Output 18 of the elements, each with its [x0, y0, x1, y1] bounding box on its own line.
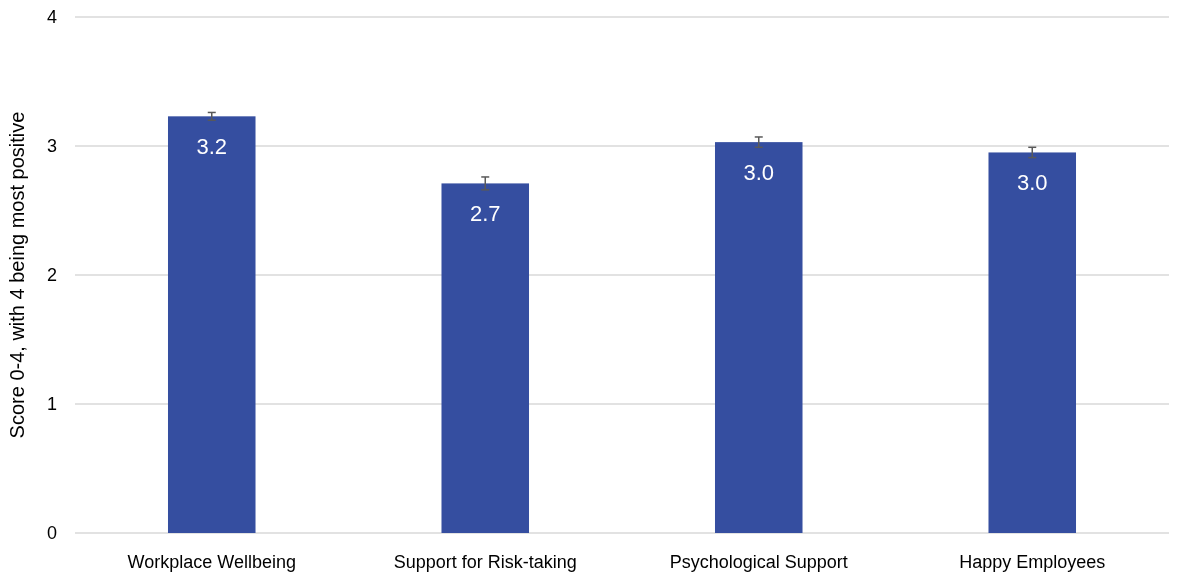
y-tick-label: 4 [46, 7, 57, 28]
data-label: 3.0 [743, 160, 775, 186]
data-label: 3.0 [1016, 170, 1048, 196]
x-tick-label: Psychological Support [669, 552, 848, 572]
x-tick-label: Happy Employees [959, 552, 1106, 572]
y-axis-title: Score 0-4, with 4 being most positive [6, 111, 28, 439]
data-label: 3.2 [196, 134, 228, 160]
x-tick-label: Support for Risk-taking [393, 552, 577, 572]
y-tick-label: 2 [46, 265, 57, 286]
data-label: 2.7 [469, 201, 501, 227]
x-tick-label: Workplace Wellbeing [127, 552, 296, 572]
bar [167, 116, 256, 533]
bar [714, 142, 803, 533]
bar [441, 183, 530, 533]
bar [988, 152, 1077, 533]
y-tick-label: 0 [46, 523, 57, 544]
y-tick-label: 1 [46, 394, 57, 415]
y-tick-label: 3 [46, 136, 57, 157]
